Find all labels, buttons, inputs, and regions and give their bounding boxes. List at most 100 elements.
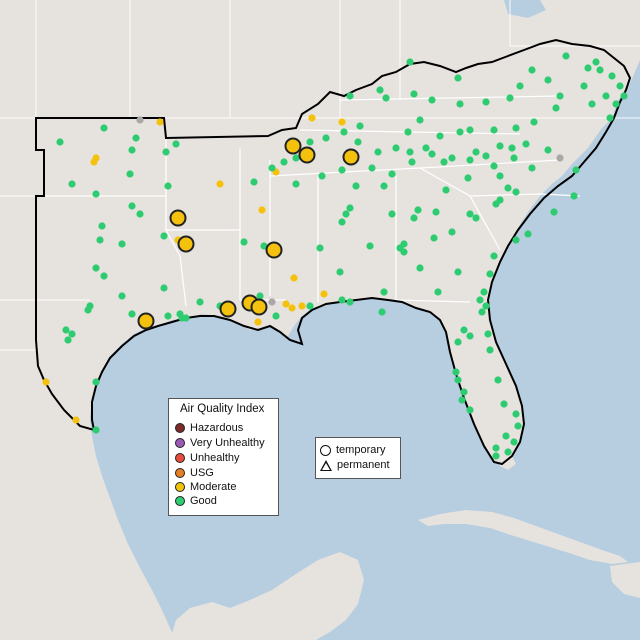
station-good[interactable] (338, 166, 346, 174)
station-good[interactable] (56, 138, 64, 146)
station-good[interactable] (346, 298, 354, 306)
station-good[interactable] (516, 82, 524, 90)
station-good[interactable] (322, 134, 330, 142)
station-good[interactable] (556, 92, 564, 100)
station-good[interactable] (368, 164, 376, 172)
station-good[interactable] (466, 210, 474, 218)
station-good[interactable] (100, 124, 108, 132)
station-good[interactable] (164, 312, 172, 320)
station-good[interactable] (92, 264, 100, 272)
station-good[interactable] (466, 126, 474, 134)
station-good[interactable] (612, 100, 620, 108)
station-good[interactable] (510, 438, 518, 446)
station-good[interactable] (408, 158, 416, 166)
station-good[interactable] (400, 248, 408, 256)
station-good[interactable] (356, 122, 364, 130)
station-good[interactable] (562, 52, 570, 60)
station-good[interactable] (98, 222, 106, 230)
station-good[interactable] (478, 308, 486, 316)
station-moderate[interactable] (308, 114, 316, 122)
station-good[interactable] (118, 292, 126, 300)
station-good[interactable] (336, 268, 344, 276)
station-good[interactable] (510, 154, 518, 162)
station-good[interactable] (496, 142, 504, 150)
station-good[interactable] (464, 174, 472, 182)
station-good[interactable] (492, 452, 500, 460)
station-good[interactable] (272, 312, 280, 320)
station-good[interactable] (486, 270, 494, 278)
temporary-monitor-moderate[interactable] (250, 298, 268, 316)
station-good[interactable] (620, 92, 628, 100)
station-good[interactable] (454, 376, 462, 384)
station-good[interactable] (460, 326, 468, 334)
station-good[interactable] (422, 144, 430, 152)
station-good[interactable] (414, 206, 422, 214)
station-good[interactable] (472, 214, 480, 222)
temporary-monitor-moderate[interactable] (169, 209, 187, 227)
station-good[interactable] (482, 98, 490, 106)
station-good[interactable] (292, 154, 300, 162)
station-good[interactable] (128, 202, 136, 210)
station-good[interactable] (380, 288, 388, 296)
station-good[interactable] (492, 444, 500, 452)
station-good[interactable] (456, 128, 464, 136)
station-good[interactable] (486, 346, 494, 354)
station-good[interactable] (482, 302, 490, 310)
station-moderate[interactable] (254, 318, 262, 326)
station-moderate[interactable] (288, 304, 296, 312)
station-good[interactable] (504, 184, 512, 192)
station-good[interactable] (448, 154, 456, 162)
station-good[interactable] (316, 244, 324, 252)
station-good[interactable] (128, 310, 136, 318)
station-good[interactable] (454, 74, 462, 82)
station-good[interactable] (378, 308, 386, 316)
station-good[interactable] (522, 140, 530, 148)
temporary-monitor-moderate[interactable] (284, 137, 302, 155)
station-good[interactable] (456, 100, 464, 108)
station-good[interactable] (552, 104, 560, 112)
station-good[interactable] (404, 128, 412, 136)
station-good[interactable] (128, 146, 136, 154)
station-good[interactable] (466, 406, 474, 414)
station-moderate[interactable] (90, 158, 98, 166)
temporary-monitor-moderate[interactable] (177, 235, 195, 253)
station-good[interactable] (512, 410, 520, 418)
station-good[interactable] (484, 330, 492, 338)
station-good[interactable] (132, 134, 140, 142)
station-good[interactable] (606, 114, 614, 122)
temporary-monitor-moderate[interactable] (265, 241, 283, 259)
station-good[interactable] (432, 208, 440, 216)
station-good[interactable] (240, 238, 248, 246)
station-good[interactable] (512, 124, 520, 132)
station-good[interactable] (490, 162, 498, 170)
station-good[interactable] (502, 432, 510, 440)
station-good[interactable] (352, 182, 360, 190)
station-good[interactable] (512, 188, 520, 196)
temporary-monitor-moderate[interactable] (342, 148, 360, 166)
station-good[interactable] (392, 144, 400, 152)
station-moderate[interactable] (216, 180, 224, 188)
station-good[interactable] (544, 76, 552, 84)
station-good[interactable] (512, 236, 520, 244)
station-moderate[interactable] (338, 118, 346, 126)
station-good[interactable] (454, 338, 462, 346)
station-moderate[interactable] (282, 300, 290, 308)
station-good[interactable] (524, 230, 532, 238)
station-good[interactable] (570, 192, 578, 200)
station-good[interactable] (256, 292, 264, 300)
station-moderate[interactable] (298, 302, 306, 310)
station-good[interactable] (338, 218, 346, 226)
station-good[interactable] (268, 164, 276, 172)
station-good[interactable] (500, 400, 508, 408)
station-no-data[interactable] (556, 154, 564, 162)
station-good[interactable] (410, 214, 418, 222)
station-good[interactable] (136, 210, 144, 218)
station-good[interactable] (96, 236, 104, 244)
station-good[interactable] (492, 200, 500, 208)
station-good[interactable] (100, 272, 108, 280)
station-moderate[interactable] (72, 416, 80, 424)
station-good[interactable] (162, 148, 170, 156)
station-good[interactable] (354, 138, 362, 146)
station-good[interactable] (388, 210, 396, 218)
station-good[interactable] (490, 126, 498, 134)
